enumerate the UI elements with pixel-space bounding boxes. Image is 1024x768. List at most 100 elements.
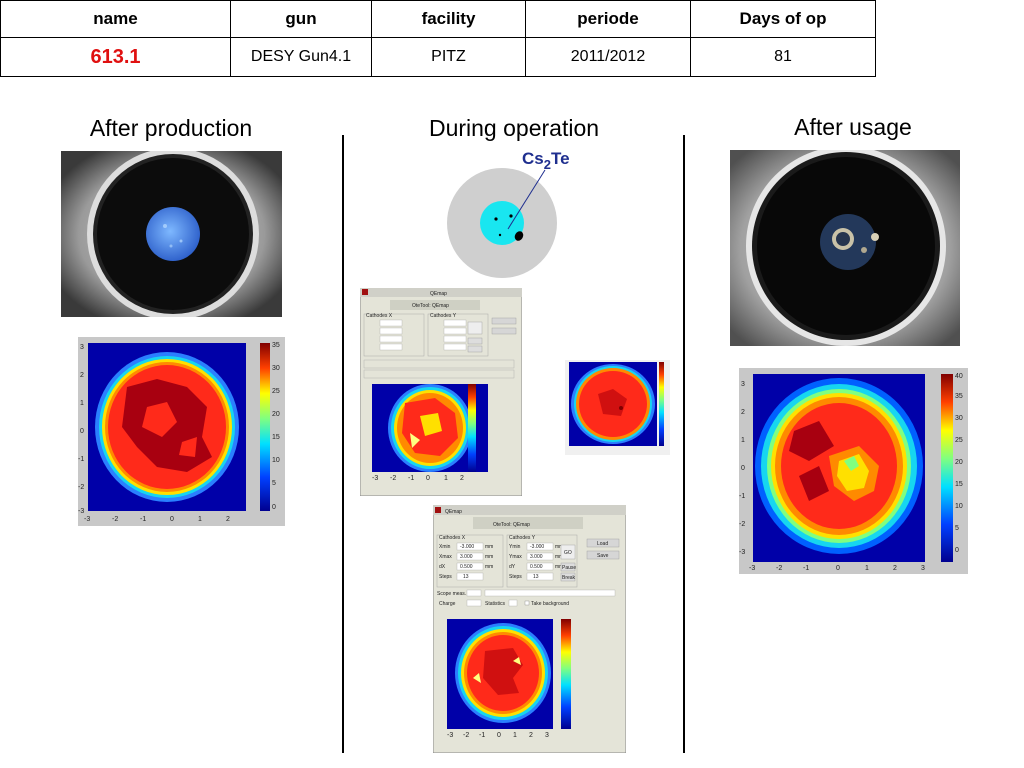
m3-xtick: -3 — [749, 565, 755, 572]
m1-xtick: -2 — [112, 516, 118, 523]
svg-text:-2: -2 — [463, 732, 469, 739]
m3-cbtick: 15 — [955, 481, 963, 488]
m1-ytick: -2 — [78, 484, 84, 491]
qe-map-during-operation-small — [565, 360, 670, 455]
m3-xtick: 1 — [865, 565, 869, 572]
cell-gun: DESY Gun4.1 — [230, 37, 372, 77]
cs2te-label: Cs — [522, 149, 544, 168]
tool-title: OteTool: QEmap — [412, 303, 449, 309]
svg-text:Xmax: Xmax — [439, 554, 452, 560]
m3-cbtick: 40 — [955, 373, 963, 380]
m3-cbtick: 0 — [955, 547, 959, 554]
svg-text:mm: mm — [555, 554, 563, 560]
m1-cbtick: 5 — [272, 480, 276, 487]
svg-text:mm: mm — [485, 564, 493, 570]
svg-text:0: 0 — [497, 732, 501, 739]
m3-cbtick: 20 — [955, 459, 963, 466]
svg-text:-3: -3 — [372, 475, 378, 482]
m1-cbtick: 25 — [272, 388, 280, 395]
svg-text:Break: Break — [562, 575, 576, 581]
qemap-window-2: QEmap OteTool: QEmap Cathodes X Cathodes… — [433, 505, 626, 753]
tool-title: OteTool: QEmap — [493, 522, 530, 528]
svg-text:Cathodes X: Cathodes X — [366, 313, 393, 319]
qemap-window-1: QEmap OteTool: QEmap Cathodes X Cathodes… — [360, 288, 522, 496]
svg-text:Cathodes X: Cathodes X — [439, 535, 466, 541]
m1-xtick: 2 — [226, 516, 230, 523]
m3-xtick: -1 — [803, 565, 809, 572]
svg-text:Xmin: Xmin — [439, 544, 451, 550]
m1-xtick: -1 — [140, 516, 146, 523]
window-title: QEmap — [430, 291, 447, 297]
go-button[interactable] — [560, 544, 576, 560]
m3-cbtick: 5 — [955, 525, 959, 532]
title-after-usage: After usage — [794, 114, 912, 140]
svg-text:GO: GO — [564, 550, 572, 556]
m3-ytick: 1 — [741, 437, 745, 444]
svg-text:mm: mm — [485, 554, 493, 560]
m3-cbtick: 35 — [955, 393, 963, 400]
svg-text:1: 1 — [444, 475, 448, 482]
svg-text:Take background: Take background — [531, 601, 569, 607]
photo-cathode-after-production — [61, 151, 282, 317]
svg-text:Scope meas.: Scope meas. — [437, 591, 466, 597]
svg-text:2: 2 — [529, 732, 533, 739]
m3-cbtick: 25 — [955, 437, 963, 444]
title-after-production: After production — [89, 115, 253, 141]
svg-text:Cs2Te: Cs2Te — [522, 149, 570, 172]
m1-ytick: -1 — [78, 456, 84, 463]
divider-left — [342, 135, 344, 753]
m1-ytick: 3 — [80, 344, 84, 351]
cs2te-schematic: Cs2Te — [447, 149, 570, 278]
title-during-operation: During operation — [428, 115, 600, 141]
svg-text:mm: mm — [555, 564, 563, 570]
break-button[interactable] — [560, 572, 576, 582]
m1-ytick: 1 — [80, 400, 84, 407]
m1-cbtick: 15 — [272, 434, 280, 441]
svg-text:0.500: 0.500 — [460, 564, 473, 570]
svg-text:2: 2 — [460, 475, 464, 482]
m1-cbtick: 30 — [272, 365, 280, 372]
m1-ytick: -3 — [78, 508, 84, 515]
header-gun: gun — [230, 0, 372, 38]
cell-days-of-op: 81 — [690, 37, 876, 77]
svg-text:13: 13 — [463, 574, 469, 580]
photo-cathode-after-usage — [730, 150, 960, 346]
m1-cbtick: 20 — [272, 411, 280, 418]
svg-text:Ymax: Ymax — [509, 554, 522, 560]
svg-text:QEmap: QEmap — [445, 509, 462, 515]
m1-xtick: 1 — [198, 516, 202, 523]
svg-text:3.000: 3.000 — [460, 554, 473, 560]
divider-right — [683, 135, 685, 753]
m3-ytick: 2 — [741, 409, 745, 416]
svg-text:-3.000: -3.000 — [460, 544, 474, 550]
save-button[interactable] — [586, 550, 620, 560]
m1-cbtick: 0 — [272, 504, 276, 511]
info-table: name gun facility periode Days of op 613… — [0, 0, 876, 77]
svg-text:-1: -1 — [408, 475, 414, 482]
svg-text:13: 13 — [533, 574, 539, 580]
m3-ytick: -3 — [739, 549, 745, 556]
svg-text:dX: dX — [439, 564, 446, 570]
svg-text:Cathodes Y: Cathodes Y — [509, 535, 536, 541]
svg-text:0.500: 0.500 — [530, 564, 543, 570]
cell-periode: 2011/2012 — [525, 37, 691, 77]
m1-xtick: 0 — [170, 516, 174, 523]
m3-xtick: 2 — [893, 565, 897, 572]
svg-text:3: 3 — [545, 732, 549, 739]
load-button[interactable] — [586, 538, 620, 548]
pause-button[interactable] — [560, 562, 576, 572]
svg-text:dY: dY — [509, 564, 516, 570]
cell-facility: PITZ — [371, 37, 526, 77]
svg-text:1: 1 — [513, 732, 517, 739]
svg-text:Statistics: Statistics — [485, 601, 506, 607]
m3-xtick: 3 — [921, 565, 925, 572]
m1-cbtick: 10 — [272, 457, 280, 464]
svg-text:mm: mm — [485, 544, 493, 550]
svg-text:Cathodes Y: Cathodes Y — [430, 313, 457, 319]
svg-text:-3.000: -3.000 — [530, 544, 544, 550]
svg-text:Ymin: Ymin — [509, 544, 521, 550]
m1-ytick: 2 — [80, 372, 84, 379]
svg-text:Save: Save — [597, 553, 609, 559]
cell-name: 613.1 — [0, 37, 231, 77]
svg-text:Charge: Charge — [439, 601, 456, 607]
